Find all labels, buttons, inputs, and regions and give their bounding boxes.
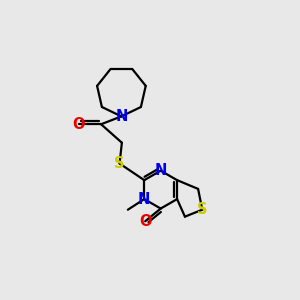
Text: N: N [154,163,167,178]
Text: O: O [139,214,152,229]
Text: N: N [138,192,151,207]
Text: N: N [115,109,128,124]
Text: S: S [114,156,125,171]
Text: S: S [197,202,208,217]
Text: O: O [72,117,85,132]
